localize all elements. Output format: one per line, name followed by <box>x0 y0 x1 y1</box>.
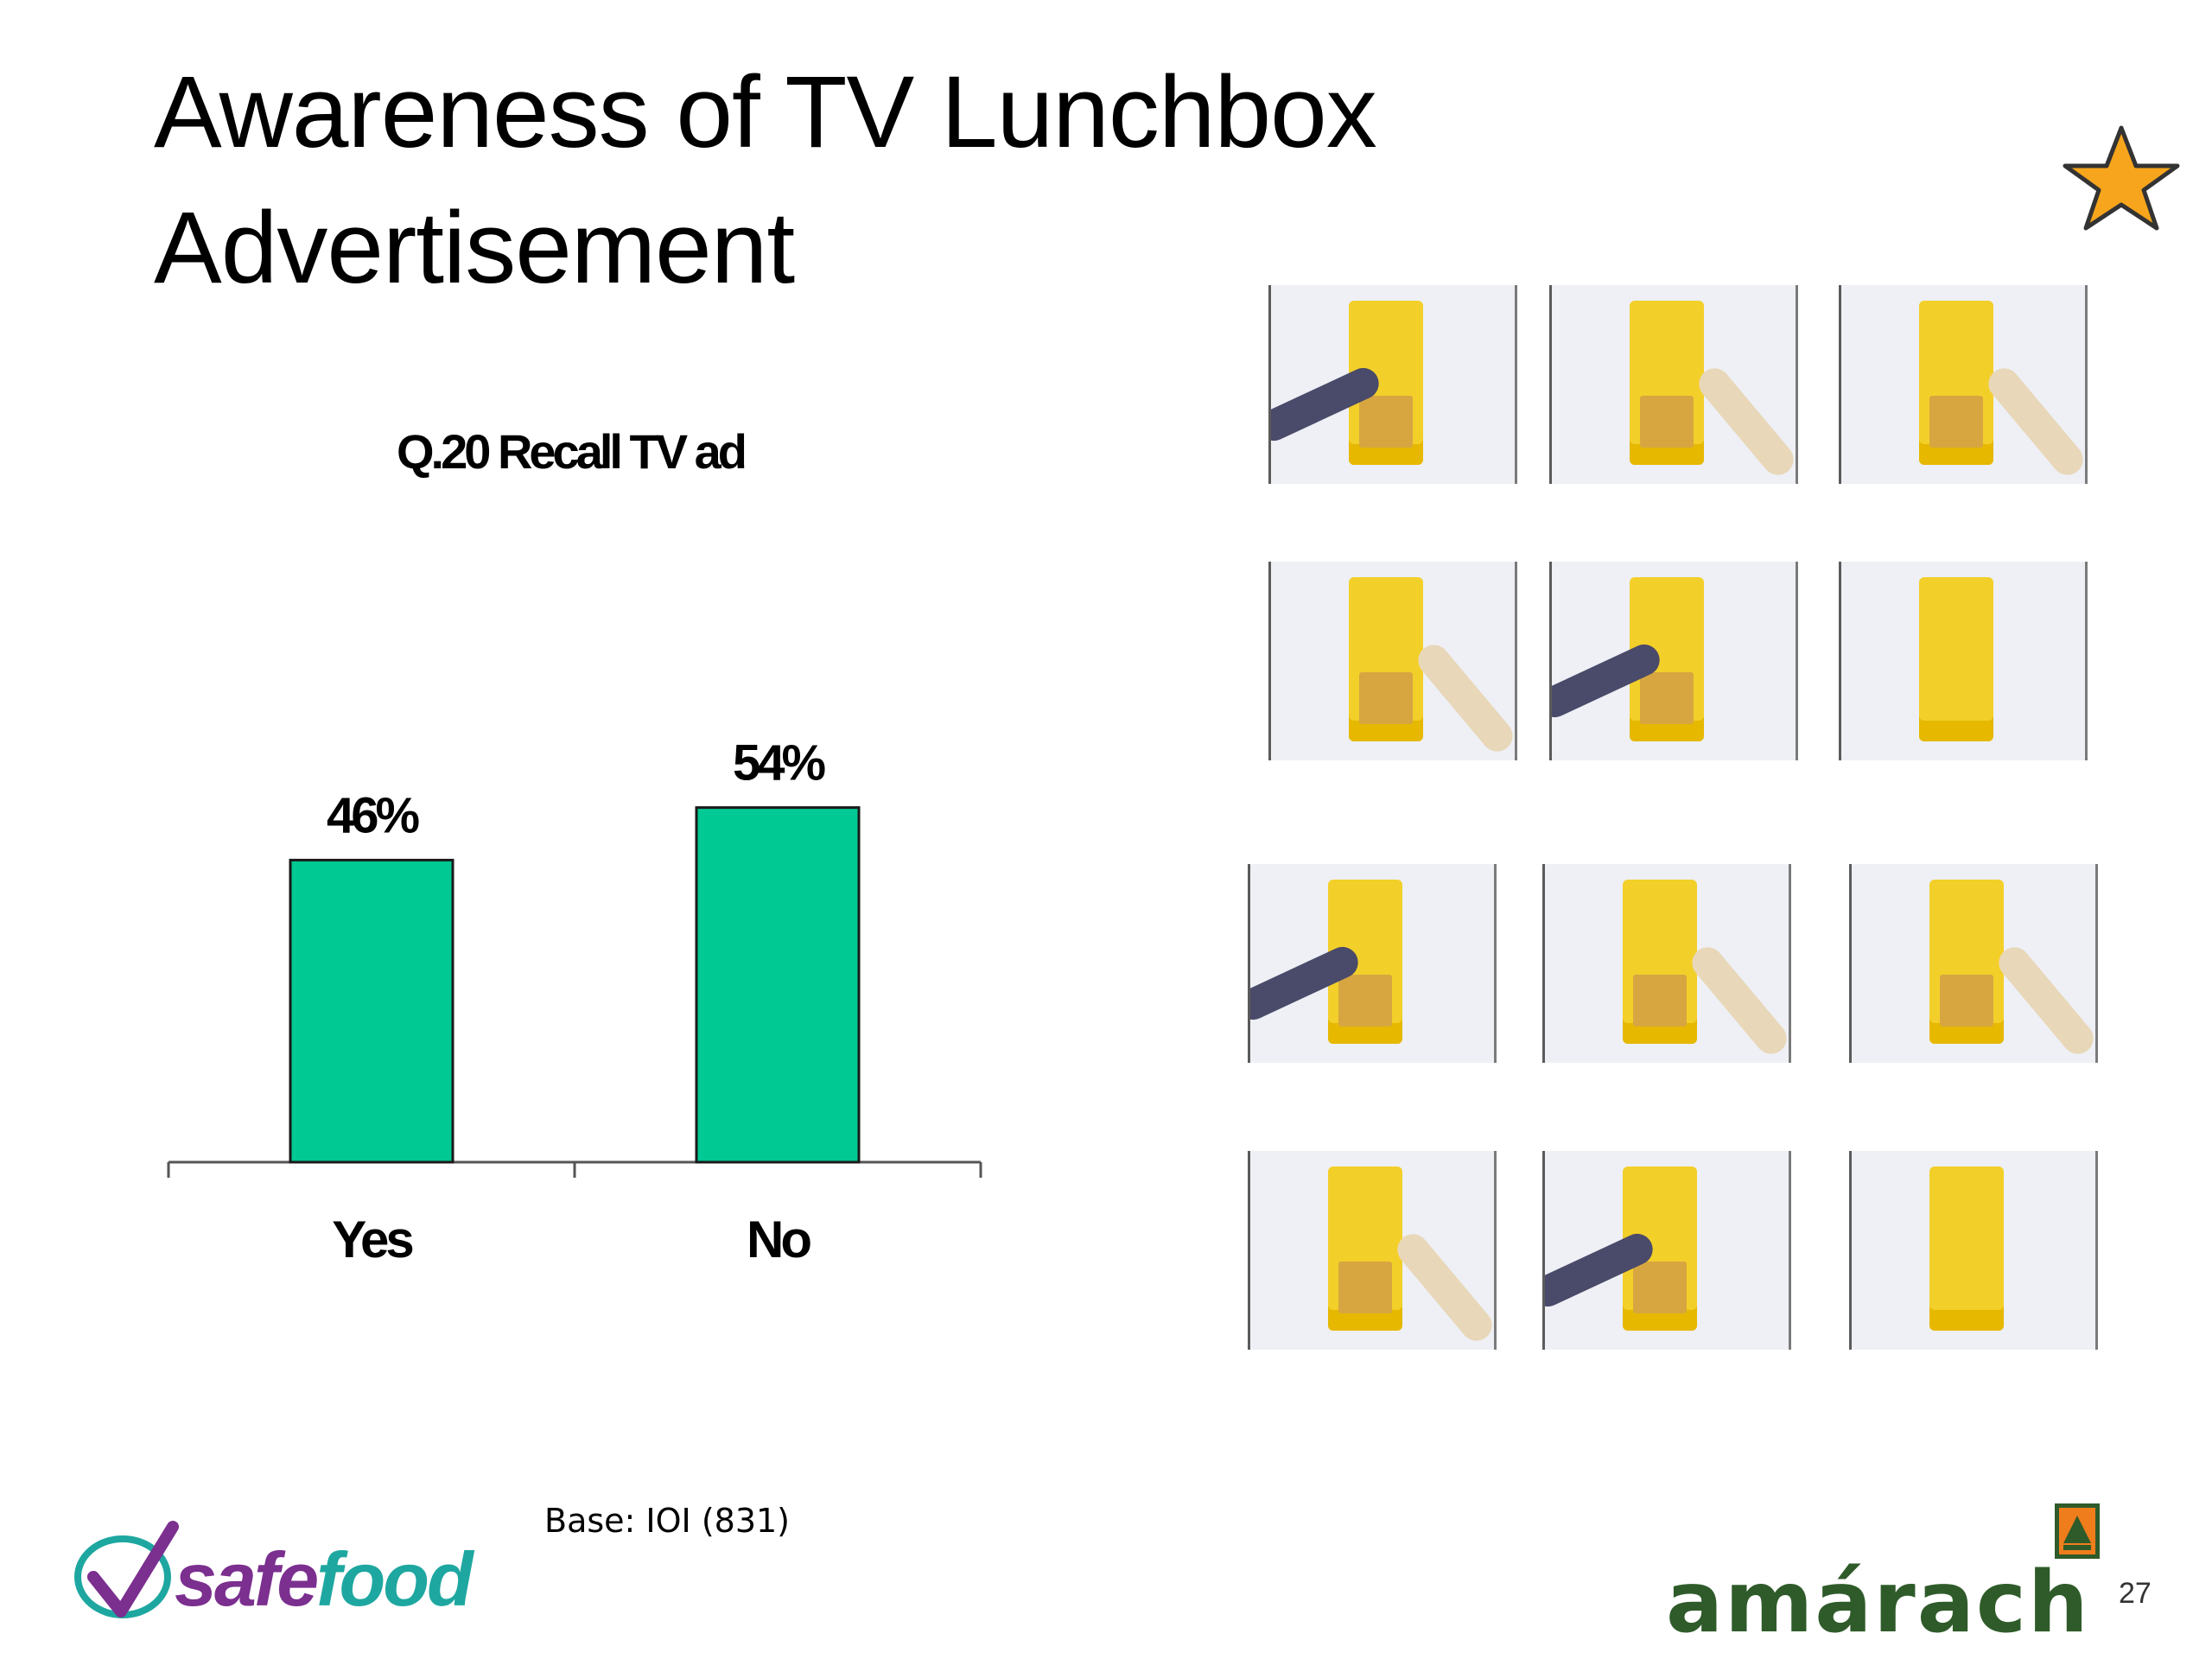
storyboard-frame <box>1549 562 1798 760</box>
storyboard-frame <box>1542 864 1791 1063</box>
hand-image <box>1391 1227 1494 1348</box>
base-note: Base: IOI (831) <box>544 1502 790 1540</box>
lunchbox-image <box>1630 301 1704 465</box>
safefood-check-icon <box>74 1521 179 1618</box>
amarach-mark-icon <box>2055 1503 2100 1559</box>
safefood-logo: safefood <box>69 1516 501 1637</box>
hand-image <box>1686 940 1789 1061</box>
lunchbox-image <box>1630 577 1704 741</box>
hand-image <box>1412 638 1515 759</box>
lunchbox-image <box>1929 880 2004 1044</box>
storyboard-frame <box>1549 285 1798 484</box>
safefood-wordmark: safefood <box>175 1536 474 1622</box>
bar-yes <box>289 858 454 1164</box>
storyboard-frame <box>1248 864 1497 1063</box>
lunchbox-image <box>1919 577 1993 741</box>
data-label: 46% <box>327 787 420 843</box>
storyboard-frame <box>1849 864 2098 1063</box>
lunchbox-image <box>1623 880 1697 1044</box>
lunchbox-image <box>1929 1166 2004 1331</box>
hand-image <box>1993 940 2095 1061</box>
page-number: 27 <box>2119 1577 2152 1610</box>
lunchbox-image <box>1328 1166 1402 1331</box>
page-title: Awareness of TV Lunchbox Advertisement <box>154 55 1377 305</box>
amarach-logo: amárach <box>1659 1503 2108 1652</box>
storyboard-frame <box>1542 1151 1791 1350</box>
chart-title: Q.20 Recall TV ad <box>397 424 747 479</box>
hand-image <box>1982 361 2085 482</box>
data-label: 54% <box>733 735 826 791</box>
storyboard-frame <box>1849 1151 2098 1350</box>
storyboard-frame <box>1839 285 2088 484</box>
storyboard-frame <box>1248 1151 1497 1350</box>
storyboard-frame <box>1268 562 1517 760</box>
storyboard-grid <box>1244 276 2108 1374</box>
star-icon <box>2063 125 2180 231</box>
lunchbox-image <box>1919 301 1993 465</box>
hand-image <box>1693 361 1796 482</box>
storyboard-frame <box>1839 562 2088 760</box>
bar-no <box>695 806 861 1164</box>
x-tick-label: Yes <box>332 1211 412 1268</box>
storyboard-frame <box>1268 285 1517 484</box>
amarach-wordmark: amárach <box>1666 1554 2090 1652</box>
x-tick-label: No <box>747 1211 810 1268</box>
lunchbox-image <box>1349 577 1423 741</box>
